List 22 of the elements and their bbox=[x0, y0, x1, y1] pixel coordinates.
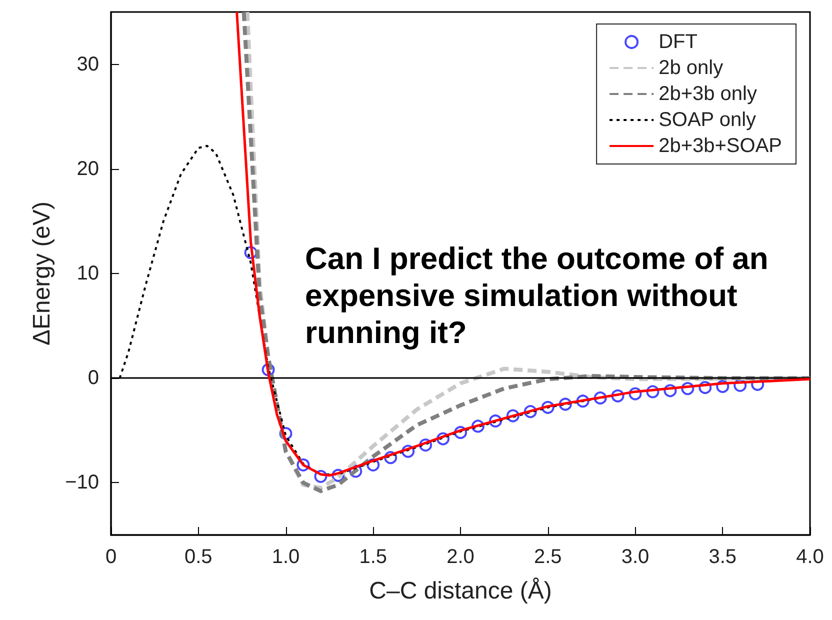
legend-label: 2b+3b only bbox=[658, 83, 757, 105]
y-tick-label: 10 bbox=[76, 262, 99, 284]
x-tick-label: 3.0 bbox=[621, 546, 650, 568]
x-tick-label: 4.0 bbox=[796, 546, 824, 568]
x-tick-label: 0.5 bbox=[184, 546, 212, 568]
legend-label: SOAP only bbox=[658, 109, 756, 131]
y-tick-label: 20 bbox=[76, 158, 99, 180]
legend-label: 2b+3b+SOAP bbox=[658, 135, 782, 157]
x-tick-label: 1.0 bbox=[272, 546, 300, 568]
x-tick-label: 3.5 bbox=[708, 546, 737, 568]
legend-label: 2b only bbox=[658, 57, 724, 79]
y-tick-label: 0 bbox=[88, 367, 99, 390]
y-tick-label: −10 bbox=[65, 472, 99, 494]
annotation: Can I predict the outcome of an expensive simulation without running it? bbox=[305, 241, 777, 350]
x-tick-label: 2.0 bbox=[446, 546, 474, 568]
x-tick-label: 2.5 bbox=[534, 546, 562, 568]
x-tick-label: 1.5 bbox=[359, 546, 388, 568]
legend-label: DFT bbox=[658, 31, 698, 53]
x-axis-title: C–C distance (Å) bbox=[369, 578, 552, 604]
y-tick-label: 30 bbox=[76, 53, 99, 76]
y-axis-title: ΔEnergy (eV) bbox=[28, 201, 56, 346]
x-tick-label: 0 bbox=[105, 546, 117, 568]
